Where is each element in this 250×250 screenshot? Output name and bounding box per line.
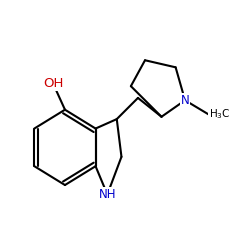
Text: N: N xyxy=(181,94,190,107)
Text: OH: OH xyxy=(43,77,64,90)
Text: H$_3$C: H$_3$C xyxy=(208,108,230,121)
Text: NH: NH xyxy=(98,188,116,201)
